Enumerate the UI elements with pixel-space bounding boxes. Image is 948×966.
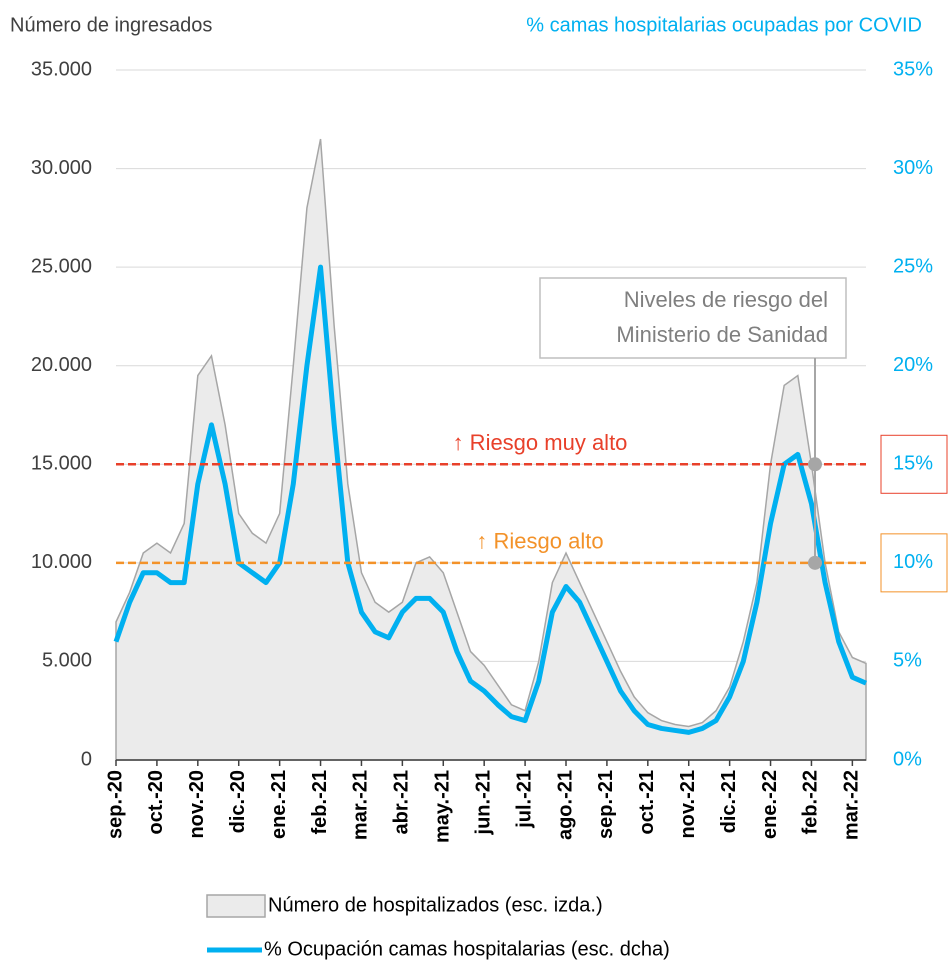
- y-tick-label: 35.000: [31, 58, 92, 80]
- x-tick-label: sep.-20: [104, 770, 126, 839]
- y-tick-label: 10.000: [31, 551, 92, 573]
- annotation-box: [539, 277, 847, 359]
- y2-tick-label: 20%: [893, 354, 933, 376]
- x-tick-label: oct.-20: [145, 770, 167, 834]
- annotation-text: Ministerio de Sanidad: [616, 322, 828, 347]
- y2-tick-label: 25%: [893, 255, 933, 277]
- x-tick-label: mar.-22: [841, 770, 863, 840]
- reference-label: ↑ Riesgo alto: [476, 529, 603, 554]
- x-tick-label: oct.-21: [636, 770, 658, 834]
- y-tick-label: 20.000: [31, 354, 92, 376]
- area: [115, 138, 867, 761]
- annotation-dot: [808, 457, 822, 472]
- reference-label: ↑ Riesgo muy alto: [453, 430, 628, 455]
- x-tick-label: may.-21: [432, 770, 454, 843]
- y2-tick-label: 35%: [893, 58, 933, 80]
- annotation-text: Niveles de riesgo del: [624, 287, 828, 312]
- y2-tick-label: 10%: [893, 551, 933, 573]
- x-tick-label: jul.-21: [513, 770, 535, 829]
- y-axis-title: Número de ingresados: [10, 14, 212, 36]
- x-tick-label: mar.-21: [350, 770, 372, 840]
- annotation-dot: [808, 555, 822, 570]
- y2-tick-label: 30%: [893, 157, 933, 179]
- x-tick-label: dic.-21: [718, 770, 740, 833]
- x-tick-label: feb.-21: [309, 770, 331, 834]
- line: [113, 264, 867, 735]
- y-tick-label: 15.000: [31, 453, 92, 475]
- reference-box: [880, 533, 948, 593]
- reference-box: [880, 434, 948, 494]
- x-tick-label: ago.-21: [554, 770, 576, 840]
- x-tick-label: abr.-21: [391, 770, 413, 834]
- y-tick-label: 0: [81, 748, 92, 770]
- x-tick-label: sep.-21: [595, 770, 617, 839]
- y2-tick-label: 5%: [893, 650, 922, 672]
- y-tick-label: 5.000: [42, 650, 92, 672]
- y2-tick-label: 0%: [893, 748, 922, 770]
- x-tick-label: dic.-20: [227, 770, 249, 833]
- x-tick-label: ene.-21: [268, 770, 290, 839]
- x-tick-label: nov.-20: [186, 770, 208, 839]
- x-tick-label: jun.-21: [472, 770, 494, 835]
- y-tick-label: 25.000: [31, 255, 92, 277]
- x-tick-label: nov.-21: [677, 770, 699, 839]
- legend-label: % Ocupación camas hospitalarias (esc. dc…: [264, 938, 670, 960]
- legend-swatch: [206, 894, 266, 918]
- x-tick-label: ene.-22: [759, 770, 781, 839]
- x-tick-label: feb.-22: [800, 770, 822, 834]
- y-tick-label: 30.000: [31, 157, 92, 179]
- y2-tick-label: 15%: [893, 453, 933, 475]
- y2-axis-title: % camas hospitalarias ocupadas por COVID: [526, 14, 922, 36]
- legend-label: Número de hospitalizados (esc. izda.): [268, 894, 603, 916]
